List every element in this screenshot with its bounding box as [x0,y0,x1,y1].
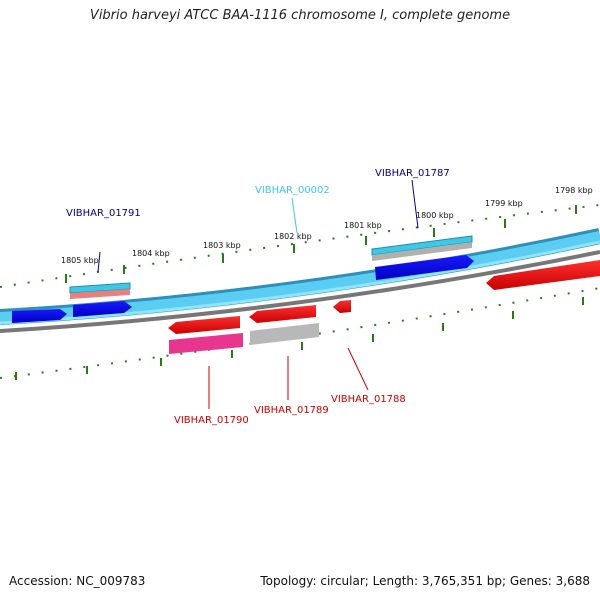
reverse-gene-1 [168,316,240,334]
gene-label: VIBHAR_01787 [375,168,450,179]
gene-label: VIBHAR_01789 [254,405,329,416]
kbp-label: 1802 kbp [274,232,312,241]
rna-feature-1 [169,333,243,354]
forward-gene-2 [73,301,132,317]
reverse-gene-2 [249,305,316,323]
gene-label: VIBHAR_01790 [174,415,249,426]
forward-gene-1 [12,309,67,323]
accession-text: Accession: NC_009783 [9,574,146,588]
inner-tick-ring [0,287,600,379]
outer-major-ticks [65,205,577,283]
forward-gene-3 [375,255,474,280]
gene-label: VIBHAR_01791 [66,208,141,219]
reverse-gene-3 [333,300,351,313]
kbp-label: 1803 kbp [203,241,241,250]
gene-label: VIBHAR_01788 [331,394,406,405]
kbp-label: 1798 kbp [555,186,593,195]
kbp-label: 1801 kbp [344,221,382,230]
gene-label-group: VIBHAR_01791 VIBHAR_00002 VIBHAR_01787 V… [66,168,450,426]
pink-feature-1 [70,289,130,299]
kbp-label: 1799 kbp [485,199,523,208]
kbp-label: 1805 kbp [61,256,99,265]
kbp-label: 1804 kbp [132,249,170,258]
grey-feature-1 [372,242,472,261]
inner-ring [0,250,600,333]
map-title: Vibrio harveyi ATCC BAA-1116 chromosome … [89,8,511,23]
genome-stats-text: Topology: circular; Length: 3,765,351 bp… [260,574,590,588]
grey-feature-2 [250,323,319,345]
backbone-highlight [0,240,600,325]
inner-major-ticks [15,297,584,380]
reverse-gene-4 [486,260,600,290]
kbp-label: 1800 kbp [416,211,454,220]
kbp-label-group: 1805 kbp 1804 kbp 1803 kbp 1802 kbp 1801… [61,186,593,265]
gene-label: VIBHAR_00002 [255,185,330,196]
label-leaders [97,179,419,409]
outer-tick-ring [0,204,600,288]
